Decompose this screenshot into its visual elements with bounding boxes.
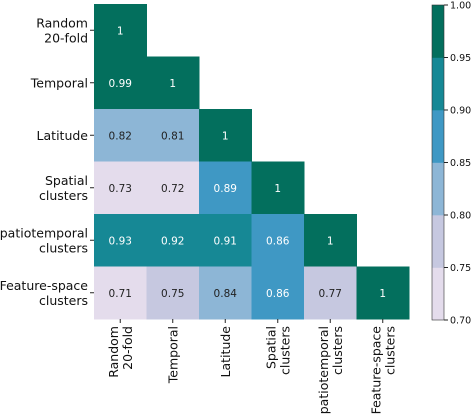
cell-value-label: 1: [169, 78, 176, 90]
colorbar-tick-label: 0.70: [450, 316, 471, 327]
row-labels: Random 20-fold Temporal Latitude Spatial clus…: [0, 15, 94, 308]
colorbar-segment: [432, 57, 444, 111]
heatmap-cell: [251, 266, 305, 320]
heatmap-cell: [304, 214, 357, 267]
colorbar-tick-label: 0.90: [450, 106, 471, 117]
heatmap-cell: [356, 266, 410, 320]
cell-value-label: 0.73: [109, 183, 132, 195]
heatmap-cell: [251, 161, 305, 215]
row-label: Spatial clusters: [39, 173, 88, 203]
column-label: Spatiotemporalclusters: [316, 326, 345, 415]
heatmap-cell: [94, 4, 147, 57]
heatmap-cell: [94, 266, 147, 320]
column-label: Temporal: [165, 326, 180, 384]
heatmap-cell: [251, 214, 305, 267]
cell-value-label: 0.77: [319, 288, 342, 300]
row-label: Spatiotemporal clusters: [0, 225, 88, 255]
cell-value-label: 0.72: [161, 183, 184, 195]
colorbar-segment: [432, 162, 444, 216]
column-labels: Random20-fold Temporal Latitude Spatialclus…: [106, 319, 397, 415]
cell-value-label: 0.99: [109, 78, 132, 90]
colorbar-tick-label: 0.95: [450, 53, 471, 64]
heatmap-cell: [146, 109, 200, 162]
cell-value-label: 0.81: [161, 130, 184, 142]
column-label: Latitude: [218, 326, 233, 378]
heatmap-cell: [199, 109, 252, 162]
colorbar-segment: [432, 110, 444, 163]
row-label: Latitude: [37, 128, 89, 143]
row-label: Feature-space clusters: [0, 278, 88, 308]
cell-value-label: 0.84: [214, 288, 238, 300]
cell-value-label: 0.92: [161, 235, 184, 247]
colorbar-segment: [432, 5, 444, 58]
heatmap-cell: [146, 214, 200, 267]
cell-value-label: 0.89: [214, 183, 237, 195]
heatmap-cell: [94, 161, 147, 215]
heatmap-cell: [199, 161, 252, 215]
cell-value-label: 0.75: [161, 288, 184, 300]
colorbar-tick-label: 0.75: [450, 263, 471, 274]
cell-value-label: 0.86: [266, 288, 290, 300]
heatmap-cells: 1 0.99 1 0.82 0.81 1 0.73 0.72 0.89 1 0.93 0.92 0.91…: [94, 4, 410, 320]
cell-value-label: 0.86: [266, 235, 290, 247]
cell-value-label: 1: [327, 235, 334, 247]
column-label: Random20-fold: [106, 326, 135, 378]
cell-value-label: 1: [117, 25, 124, 37]
heatmap-cell: [94, 214, 147, 267]
heatmap-cell: [199, 214, 252, 267]
colorbar-tick-label: 0.80: [450, 211, 471, 222]
colorbar: 0.70 0.75 0.80 0.85 0.90 0.95 1.00: [431, 1, 471, 327]
cell-value-label: 0.71: [109, 288, 132, 300]
row-label: Random 20-fold: [36, 15, 88, 45]
cell-value-label: 0.82: [109, 130, 132, 142]
colorbar-segment: [432, 267, 444, 321]
cell-value-label: 1: [274, 183, 281, 195]
cell-value-label: 1: [379, 288, 386, 300]
heatmap-cell: [146, 266, 200, 320]
heatmap-cell: [146, 161, 200, 215]
cell-value-label: 0.93: [109, 235, 132, 247]
heatmap-cell: [304, 266, 357, 320]
cell-value-label: 0.91: [214, 235, 237, 247]
colorbar-tick-label: 0.85: [450, 158, 471, 169]
heatmap-cell: [146, 56, 200, 110]
heatmap-cell: [199, 266, 252, 320]
column-label: Feature-spaceclusters: [368, 326, 397, 415]
cell-value-label: 1: [222, 130, 229, 142]
colorbar-segment: [432, 215, 444, 268]
row-label: Temporal: [30, 75, 88, 90]
heatmap-cell: [94, 109, 147, 162]
colorbar-tick-label: 1.00: [450, 1, 471, 12]
column-label: Spatialclusters: [263, 326, 292, 375]
heatmap-cell: [94, 56, 147, 110]
